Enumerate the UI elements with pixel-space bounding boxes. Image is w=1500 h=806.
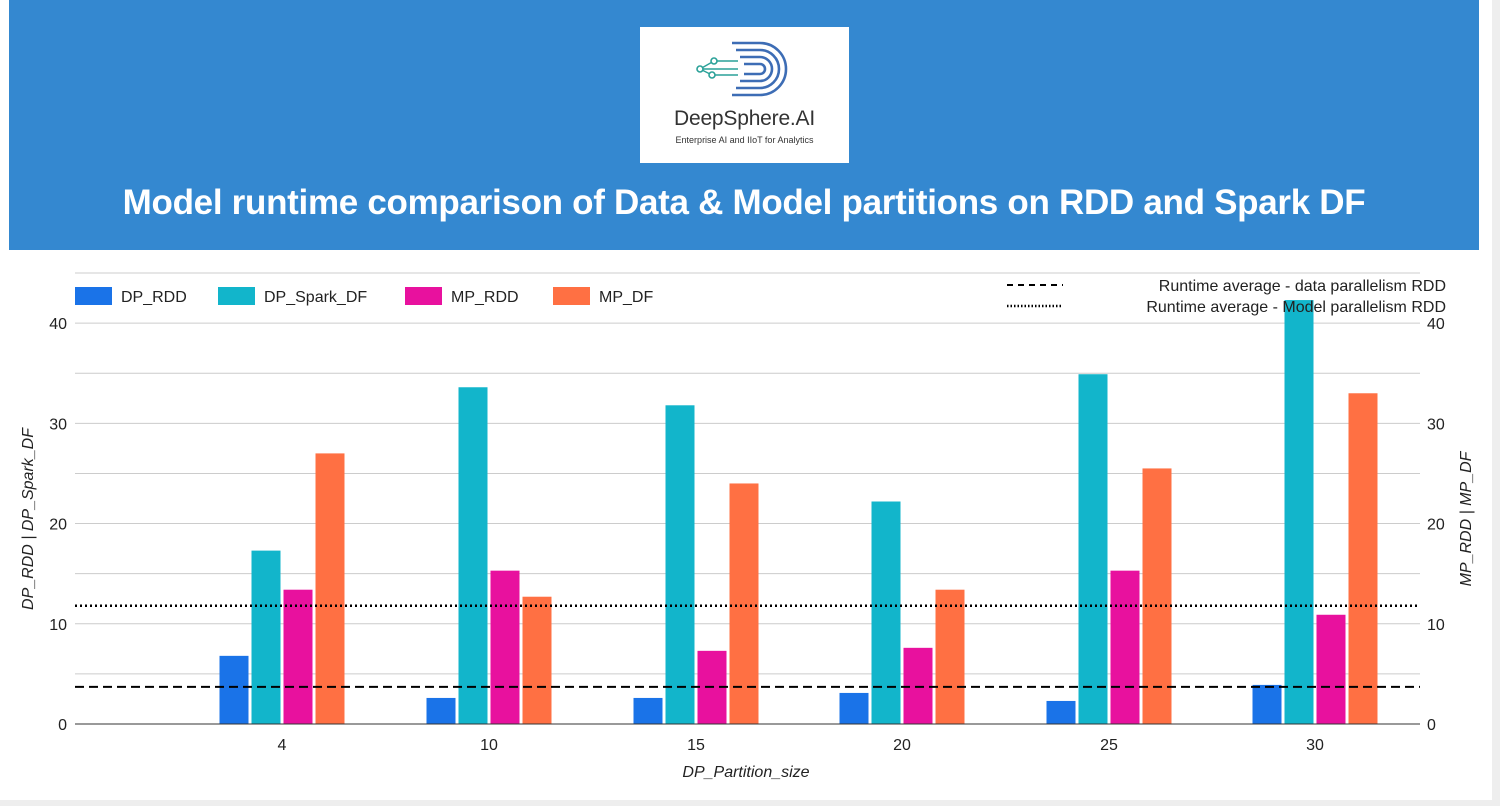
y-tick-label: 40 <box>49 316 67 333</box>
bar-dp-rdd <box>426 697 456 724</box>
legend-label-dp-rdd: DP_RDD <box>121 289 187 306</box>
reference-lines <box>75 604 1420 688</box>
bar-mp-df <box>1348 393 1378 724</box>
bar-dp-spark-df <box>251 550 281 724</box>
y-tick-label: 30 <box>49 416 67 433</box>
axes: 0 10 20 30 40 0 10 20 30 40 4 10 15 20 25 30 DP_Partitio… <box>20 316 1475 781</box>
bar-dp-spark-df <box>1284 300 1314 724</box>
legend-label-reference-line: Runtime average - Model parallelism RDD <box>1146 299 1446 316</box>
y2-axis-title: MP_RDD | MP_DF <box>1458 450 1475 586</box>
y-tick-label: 0 <box>58 717 67 734</box>
legend-label-mp-rdd: MP_RDD <box>451 289 519 306</box>
bar-dp-rdd <box>633 697 663 724</box>
bar-mp-df <box>522 596 552 724</box>
bar-mp-rdd <box>1316 614 1346 724</box>
legend-label-reference-line: Runtime average - data parallelism RDD <box>1159 278 1446 295</box>
x-tick-label: 15 <box>687 737 705 754</box>
x-tick-label: 10 <box>480 737 498 754</box>
y2-tick-label: 20 <box>1427 517 1445 534</box>
bar-dp-rdd <box>1046 700 1076 724</box>
legend-swatch-mp-rdd <box>405 287 442 305</box>
bars <box>219 300 1378 724</box>
x-tick-label: 30 <box>1306 737 1324 754</box>
bar-mp-rdd <box>283 589 313 724</box>
bar-dp-rdd <box>839 692 869 724</box>
bar-dp-spark-df <box>871 501 901 724</box>
bar-dp-rdd <box>1252 684 1282 724</box>
legend-swatch-dp-spark-df <box>218 287 255 305</box>
legend-swatch-mp-df <box>553 287 590 305</box>
legend-label-dp-spark-df: DP_Spark_DF <box>264 289 367 306</box>
deepsphere-logo-icon <box>696 41 788 97</box>
x-axis-title: DP_Partition_size <box>682 764 809 781</box>
chart-title: Model runtime comparison of Data & Model… <box>122 183 1366 222</box>
bar-dp-spark-df <box>458 387 488 724</box>
logo-card: DeepSphere.AI Enterprise AI and IIoT for… <box>640 27 849 163</box>
header-banner: DeepSphere.AI Enterprise AI and IIoT for… <box>9 0 1479 250</box>
bar-mp-rdd <box>490 570 520 724</box>
x-tick-label: 4 <box>278 737 287 754</box>
bar-mp-rdd <box>1110 570 1140 724</box>
logo-tagline: Enterprise AI and IIoT for Analytics <box>675 135 814 145</box>
y-tick-label: 10 <box>49 617 67 634</box>
y-axis-title: DP_RDD | DP_Spark_DF <box>20 427 37 610</box>
y-tick-label: 20 <box>49 517 67 534</box>
bar-mp-df <box>935 589 965 724</box>
bar-mp-df <box>1142 468 1172 724</box>
logo-name-main: DeepSphere <box>674 107 790 130</box>
legend-label-mp-df: MP_DF <box>599 289 653 306</box>
legend: DP_RDD DP_Spark_DF MP_RDD MP_DF Runtime aver… <box>75 278 1446 316</box>
y2-tick-label: 40 <box>1427 316 1445 333</box>
legend-swatch-dp-rdd <box>75 287 112 305</box>
x-tick-label: 20 <box>893 737 911 754</box>
bar-mp-df <box>315 453 345 724</box>
logo-name: DeepSphere.AI <box>640 107 849 131</box>
y2-tick-label: 0 <box>1427 717 1436 734</box>
y2-tick-label: 30 <box>1427 416 1445 433</box>
chart: 0 10 20 30 40 0 10 20 30 40 4 10 15 20 25 30 DP_Partitio… <box>20 272 1475 781</box>
bar-mp-df <box>729 483 759 724</box>
bar-mp-rdd <box>903 647 933 724</box>
logo-name-suffix: .AI <box>789 107 815 130</box>
bar-dp-rdd <box>219 655 249 724</box>
y2-tick-label: 10 <box>1427 617 1445 634</box>
bar-dp-spark-df <box>665 405 695 724</box>
x-tick-label: 25 <box>1100 737 1118 754</box>
bar-dp-spark-df <box>1078 374 1108 724</box>
